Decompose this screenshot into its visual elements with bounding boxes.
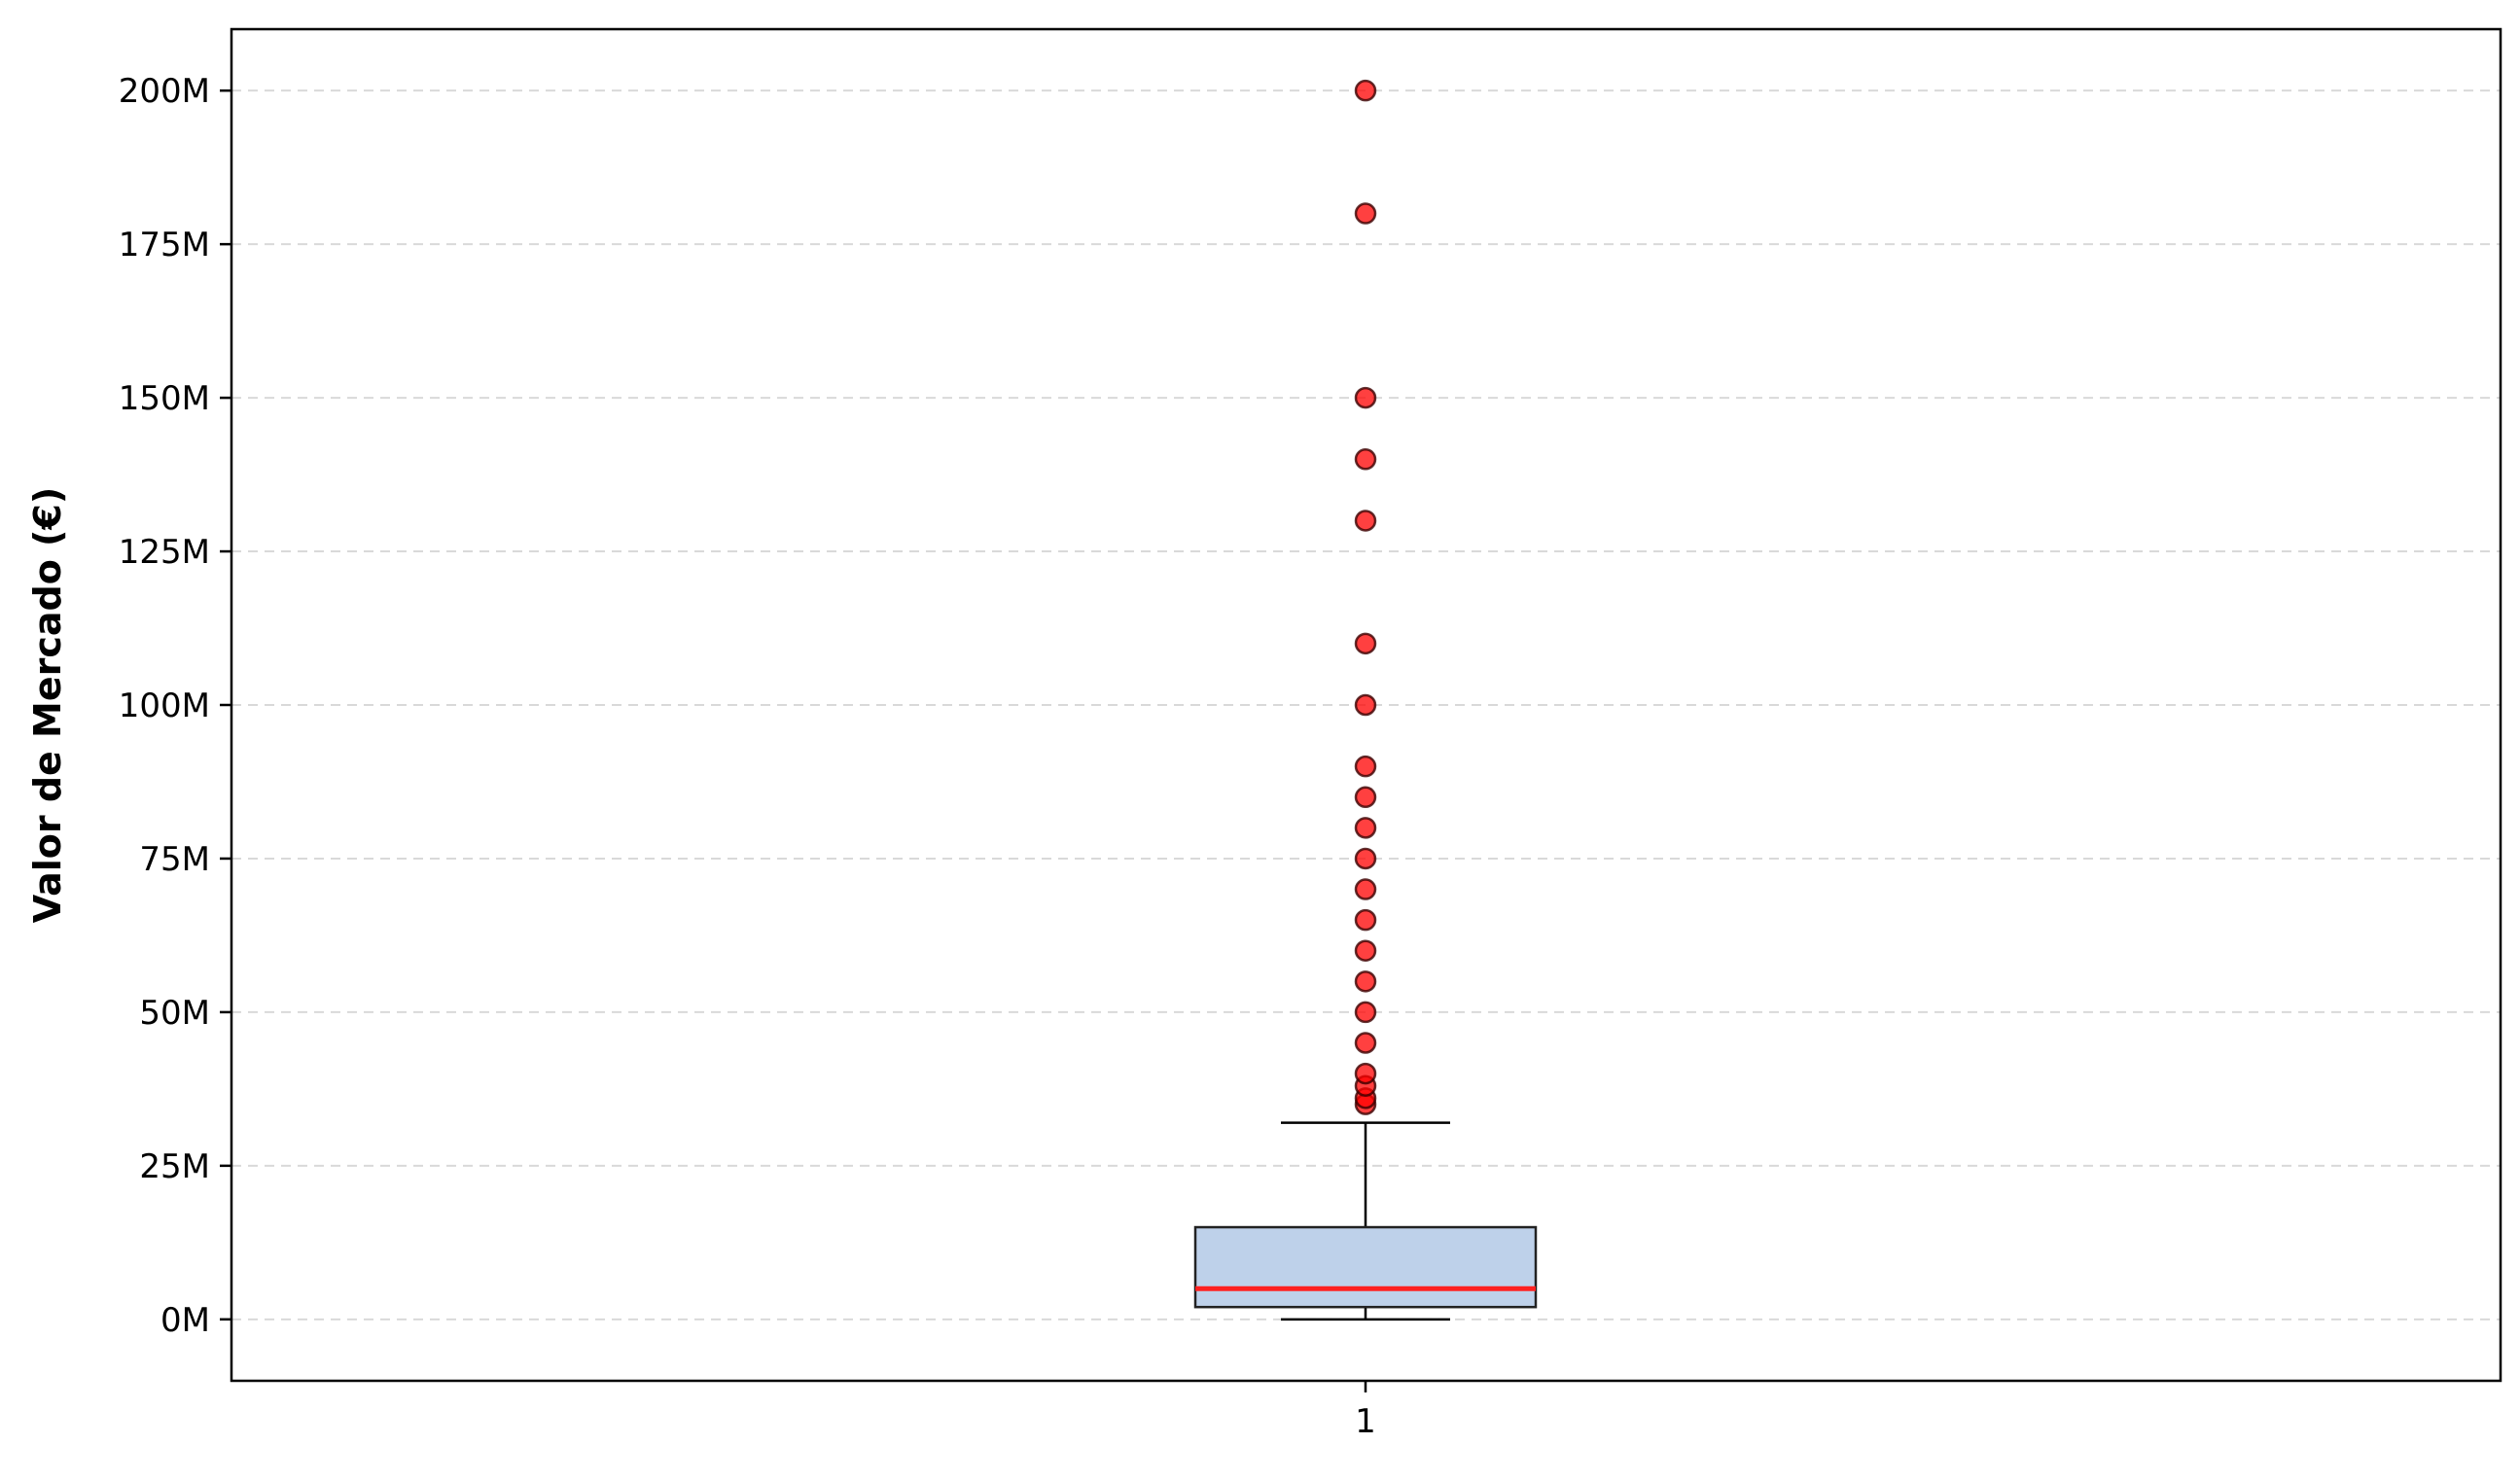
y-axis: 0M 25M 50M 75M 100M 125M 150M 175M 200M	[119, 72, 231, 1340]
outlier-point	[1354, 79, 1377, 102]
outlier-point	[1354, 970, 1377, 993]
y-tick-label: 125M	[119, 533, 210, 572]
outlier-point	[1354, 878, 1377, 900]
outlier-layer	[1354, 79, 1377, 1115]
outlier-point	[1354, 847, 1377, 870]
outlier-point	[1354, 448, 1377, 471]
outlier-point	[1354, 1032, 1377, 1054]
outlier-point	[1354, 693, 1377, 717]
box-layer	[1193, 1121, 1538, 1321]
outlier-point	[1354, 817, 1377, 839]
y-tick-label: 200M	[119, 72, 210, 111]
outlier-point	[1354, 939, 1377, 962]
outlier-point	[1354, 755, 1377, 778]
outlier-point	[1354, 1001, 1377, 1024]
grid-layer	[231, 89, 2501, 1321]
outlier-point	[1354, 202, 1377, 225]
outlier-point	[1354, 1062, 1377, 1085]
y-tick-label: 0M	[160, 1301, 210, 1340]
y-tick-label: 100M	[119, 687, 210, 725]
outlier-point	[1354, 510, 1377, 532]
y-axis-label: Valor de Mercado (€)	[26, 487, 69, 924]
y-tick-label: 175M	[119, 226, 210, 264]
outlier-point	[1354, 632, 1377, 655]
x-tick-label: 1	[1355, 1402, 1376, 1441]
interquartile-box	[1193, 1225, 1538, 1309]
y-tick-label: 50M	[139, 994, 210, 1033]
y-tick-label: 150M	[119, 379, 210, 418]
y-tick-label: 25M	[139, 1147, 210, 1186]
outlier-point	[1354, 908, 1377, 932]
outlier-point	[1354, 786, 1377, 809]
y-tick-label: 75M	[139, 840, 210, 879]
outlier-point	[1354, 386, 1377, 409]
x-axis: 1	[1355, 1381, 1376, 1441]
